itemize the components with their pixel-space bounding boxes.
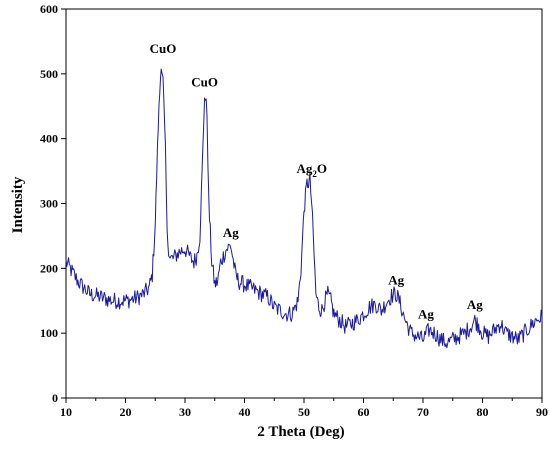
peak-label: CuO [191,75,218,90]
peak-label: CuO [150,41,177,56]
y-tick-label: 600 [40,2,58,16]
x-tick-label: 40 [239,405,251,419]
y-tick-label: 500 [40,67,58,81]
peak-label: Ag [467,297,483,312]
y-tick-label: 100 [40,326,58,340]
plot-border [65,8,543,399]
y-axis-ticks: 0 100 200 300 400 500 600 [40,2,66,405]
y-tick-label: 300 [40,197,58,211]
y-axis-title: Intensity [10,176,26,233]
annotation-layer: CuO CuO Ag Ag2O Ag Ag Ag [150,41,484,322]
peak-label: Ag [388,272,404,287]
x-tick-label: 60 [358,405,370,419]
x-axis-title: 2 Theta (Deg) [257,424,344,440]
y-tick-label: 400 [40,132,58,146]
plot-frame [65,8,543,399]
series-layer [65,68,543,349]
y-tick-label: 0 [52,391,58,405]
x-tick-label: 30 [179,405,191,419]
peak-label: Ag2O [296,161,327,179]
x-tick-label: 10 [60,405,72,419]
x-tick-label: 70 [417,405,429,419]
x-tick-label: 80 [477,405,489,419]
x-axis-ticks: 10 20 30 40 50 60 70 80 90 [60,398,548,419]
peak-label: Ag [418,307,434,322]
peak-label: Ag [223,225,239,240]
xrd-pattern-line [65,68,543,349]
x-tick-label: 50 [298,405,310,419]
x-tick-label: 20 [120,405,132,419]
x-tick-label: 90 [536,405,548,419]
y-tick-label: 200 [40,261,58,275]
